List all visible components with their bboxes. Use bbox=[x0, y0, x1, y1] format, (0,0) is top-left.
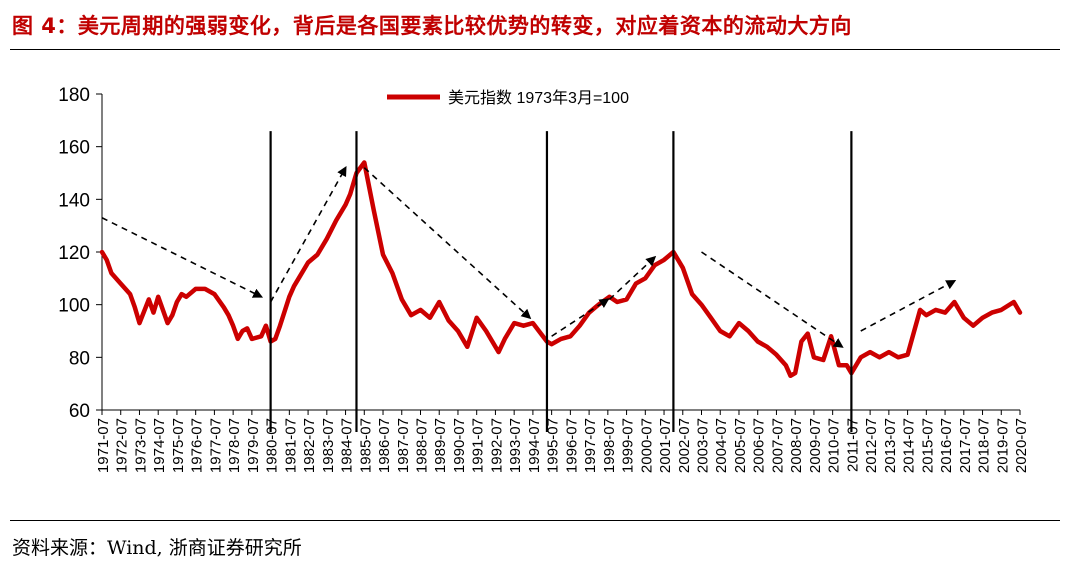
x-tick-label: 1972-07 bbox=[114, 418, 131, 473]
x-tick-label: 1996-07 bbox=[563, 418, 580, 473]
x-tick-label: 1998-07 bbox=[601, 418, 618, 473]
y-tick-label: 60 bbox=[69, 401, 90, 422]
x-tick-label: 2006-07 bbox=[751, 418, 768, 473]
x-tick-label: 2000-07 bbox=[638, 418, 655, 473]
x-tick-label: 2001-07 bbox=[657, 418, 674, 473]
trend-arrow bbox=[101, 217, 264, 298]
x-tick-label: 2013-07 bbox=[882, 418, 899, 473]
x-tick-label: 2015-07 bbox=[919, 418, 936, 473]
x-axis: 1971-07 1972-07 1973-07 1974-07 1975-07 1976-… bbox=[95, 409, 1030, 473]
x-tick-label: 1984-07 bbox=[339, 418, 356, 473]
x-tick-label: 2009-07 bbox=[807, 418, 824, 473]
trend-arrow bbox=[860, 280, 957, 332]
x-tick-label: 1976-07 bbox=[189, 418, 206, 473]
x-tick-label: 1985-07 bbox=[357, 418, 374, 473]
y-tick-label: 120 bbox=[58, 243, 90, 264]
legend: 美元指数 1973年3月=100 bbox=[387, 89, 629, 107]
x-tick-label: 1983-07 bbox=[320, 418, 337, 473]
x-tick-label: 2018-07 bbox=[976, 418, 993, 473]
x-tick-label: 1993-07 bbox=[507, 418, 524, 473]
trend-arrows bbox=[101, 165, 957, 348]
source-note: 资料来源：Wind, 浙商证券研究所 bbox=[12, 537, 302, 559]
x-tick-label: 2017-07 bbox=[957, 418, 974, 473]
y-tick-label: 180 bbox=[58, 85, 90, 106]
x-tick-label: 1988-07 bbox=[413, 418, 430, 473]
trend-arrow bbox=[551, 298, 610, 337]
source-rule bbox=[10, 520, 1060, 521]
y-tick-label: 140 bbox=[58, 190, 90, 211]
event-lines bbox=[269, 131, 853, 432]
x-tick-label: 2004-07 bbox=[713, 418, 730, 473]
x-tick-label: 1986-07 bbox=[376, 418, 393, 473]
x-tick-label: 2010-07 bbox=[826, 418, 843, 473]
x-tick-label: 2007-07 bbox=[769, 418, 786, 473]
x-tick-label: 1974-07 bbox=[151, 418, 168, 473]
x-tick-label: 1990-07 bbox=[451, 418, 468, 473]
x-tick-label: 1979-07 bbox=[245, 418, 262, 473]
x-tick-label: 1995-07 bbox=[545, 418, 562, 473]
y-tick-label: 100 bbox=[58, 296, 90, 317]
series-layer bbox=[99, 160, 1023, 379]
x-tick-label: 1975-07 bbox=[170, 418, 187, 473]
x-tick-label: 1982-07 bbox=[301, 418, 318, 473]
x-tick-label: 2014-07 bbox=[901, 418, 918, 473]
x-tick-label: 1989-07 bbox=[432, 418, 449, 473]
x-tick-label: 1971-07 bbox=[95, 418, 112, 473]
x-tick-label: 1994-07 bbox=[526, 418, 543, 473]
x-tick-label: 2011-07 bbox=[844, 418, 861, 472]
x-tick-label: 2008-07 bbox=[788, 418, 805, 473]
x-tick-label: 2019-07 bbox=[994, 418, 1011, 473]
figure-title: 图 4：美元周期的强弱变化，背后是各国要素比较优势的转变，对应着资本的流动大方向 bbox=[12, 14, 852, 38]
x-tick-label: 2020-07 bbox=[1013, 418, 1030, 473]
x-tick-label: 2012-07 bbox=[863, 418, 880, 473]
dollar-index-chart: 60 80 100 120 140 160 180 1971-07 1972-07 1973-0… bbox=[58, 85, 1030, 473]
x-tick-label: 1981-07 bbox=[282, 418, 299, 473]
x-tick-label: 1987-07 bbox=[395, 418, 412, 473]
series-line bbox=[99, 160, 1023, 379]
x-tick-label: 1980-07 bbox=[264, 418, 281, 473]
trend-arrow bbox=[363, 167, 532, 320]
x-tick-label: 1978-07 bbox=[226, 418, 243, 473]
x-tick-label: 1992-07 bbox=[488, 418, 505, 473]
x-tick-label: 1999-07 bbox=[620, 418, 637, 473]
x-tick-label: 1973-07 bbox=[132, 418, 149, 473]
title-rule bbox=[10, 49, 1060, 50]
x-tick-label: 2005-07 bbox=[732, 418, 749, 473]
legend-label: 美元指数 1973年3月=100 bbox=[448, 89, 629, 107]
y-axis: 60 80 100 120 140 160 180 bbox=[58, 85, 103, 422]
x-tick-label: 1991-07 bbox=[470, 418, 487, 473]
trend-arrow bbox=[269, 165, 347, 303]
x-tick-label: 2003-07 bbox=[695, 418, 712, 473]
x-tick-label: 2016-07 bbox=[938, 418, 955, 473]
x-tick-label: 1997-07 bbox=[582, 418, 599, 473]
x-tick-label: 1977-07 bbox=[207, 418, 224, 473]
y-tick-label: 80 bbox=[69, 348, 90, 369]
y-tick-label: 160 bbox=[58, 138, 90, 159]
x-tick-label: 2002-07 bbox=[676, 418, 693, 473]
